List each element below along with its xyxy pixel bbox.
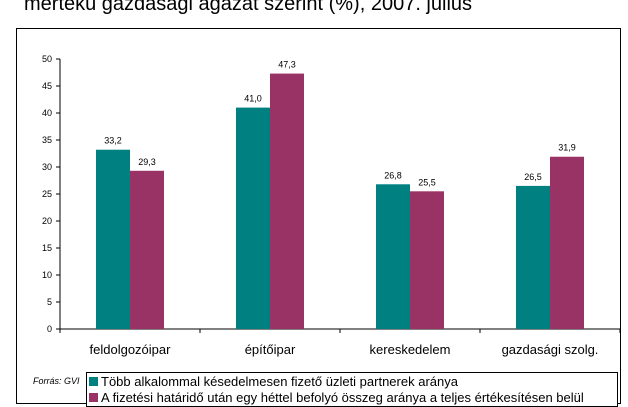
- x-tick-label: építőipar: [244, 342, 296, 357]
- legend-swatch-series-2: [89, 393, 98, 402]
- y-tick-label: 30: [42, 162, 52, 172]
- y-tick-label: 5: [47, 297, 52, 307]
- data-label: 33,2: [104, 136, 122, 146]
- x-tick-label: gazdasági szolg.: [501, 342, 599, 357]
- y-tick-label: 40: [42, 108, 52, 118]
- data-label: 41,0: [244, 94, 262, 104]
- bar-series-2: [410, 191, 444, 329]
- y-tick-label: 35: [42, 135, 52, 145]
- data-label: 26,5: [524, 172, 542, 182]
- legend-label-series-2: A fizetési határidő után egy héttel befo…: [101, 390, 584, 405]
- y-tick-label: 45: [42, 81, 52, 91]
- data-label: 31,9: [558, 143, 576, 153]
- bar-series-2: [270, 73, 304, 329]
- chart-title: mértékű gazdasági ágazat szerint (%), 20…: [24, 0, 473, 15]
- data-label: 25,5: [418, 177, 436, 187]
- legend-swatch-series-1: [89, 377, 98, 386]
- bar-series-1: [376, 184, 410, 329]
- y-tick-label: 15: [42, 243, 52, 253]
- data-label: 29,3: [138, 157, 156, 167]
- y-tick-label: 0: [47, 324, 52, 334]
- bar-series-2: [550, 156, 584, 329]
- legend-label-series-1: Több alkalommal késedelmesen fizető üzle…: [101, 374, 458, 389]
- bar-series-1: [236, 107, 270, 329]
- bar-series-1: [516, 185, 550, 329]
- y-tick-label: 20: [42, 216, 52, 226]
- x-tick-label: kereskedelem: [369, 342, 451, 357]
- bar-series-2: [130, 170, 164, 329]
- legend: Több alkalommal késedelmesen fizető üzle…: [86, 372, 618, 407]
- legend-item-series-1: Több alkalommal késedelmesen fizető üzle…: [89, 374, 458, 390]
- legend-item-series-2: A fizetési határidő után egy héttel befo…: [89, 390, 584, 406]
- x-tick-label: feldolgozóipar: [89, 342, 171, 357]
- source-note: Forrás: GVI: [33, 376, 80, 386]
- y-tick-label: 50: [42, 54, 52, 64]
- y-tick-label: 25: [42, 189, 52, 199]
- bar-series-1: [96, 149, 130, 329]
- data-label: 47,3: [278, 60, 296, 70]
- y-tick-label: 10: [42, 270, 52, 280]
- data-label: 26,8: [384, 170, 402, 180]
